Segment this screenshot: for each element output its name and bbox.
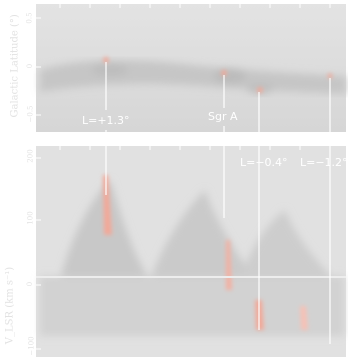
bottom-ylabel: V_LSR (km s⁻¹): [4, 266, 16, 345]
v-zero-band: [36, 276, 346, 278]
top-panel-hotspots: [103, 57, 333, 93]
callout-l-neg-0-4: L=−0.4°: [240, 156, 288, 169]
top-ylabel: Galactic Latitude (°): [9, 14, 21, 118]
top-panel-ticks: [36, 4, 331, 116]
bottom-panel-ticks: [36, 146, 331, 350]
top-ytick-1: 0: [26, 63, 35, 69]
bottom-ytick-0: 200: [26, 149, 35, 163]
bottom-ytick-2: 0: [26, 281, 35, 287]
top-ytick-0: 0.5: [25, 12, 34, 24]
callout-l-neg-1-2: L=−1.2°: [300, 156, 348, 169]
callout-l-pos-1-3: L=+1.3°: [82, 114, 130, 127]
top-ytick-2: −0.5: [26, 105, 35, 123]
callout-sgr-a: Sgr A: [208, 110, 238, 123]
callout-lines: [105, 62, 331, 344]
bottom-ytick-3: −100: [27, 336, 36, 356]
bottom-ytick-1: 100: [26, 211, 35, 225]
